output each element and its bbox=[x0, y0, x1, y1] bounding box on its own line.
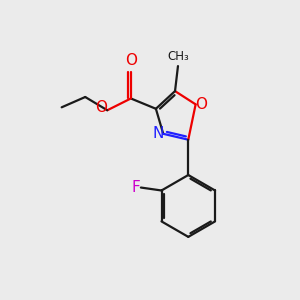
Text: O: O bbox=[195, 97, 207, 112]
Text: O: O bbox=[125, 52, 137, 68]
Text: F: F bbox=[131, 180, 140, 195]
Text: N: N bbox=[152, 126, 164, 141]
Text: O: O bbox=[95, 100, 107, 116]
Text: CH₃: CH₃ bbox=[168, 50, 189, 62]
